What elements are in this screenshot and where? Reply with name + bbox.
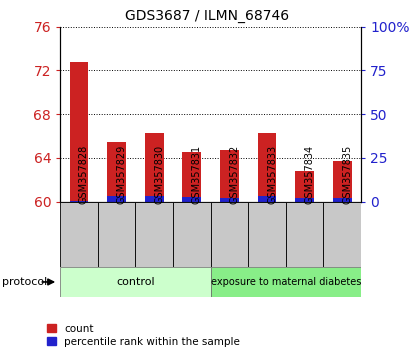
Bar [183, 153, 201, 202]
Legend: count, percentile rank within the sample: count, percentile rank within the sample [47, 324, 240, 347]
Bar [286, 202, 323, 267]
Bar [98, 202, 135, 267]
Bar [70, 201, 88, 202]
Text: GSM357833: GSM357833 [267, 145, 277, 204]
Text: GSM357834: GSM357834 [305, 145, 315, 204]
Bar [183, 198, 201, 202]
Text: GDS3687 / ILMN_68746: GDS3687 / ILMN_68746 [125, 9, 290, 23]
Bar [107, 142, 126, 202]
Text: GSM357828: GSM357828 [79, 144, 89, 204]
Text: exposure to maternal diabetes: exposure to maternal diabetes [211, 277, 361, 287]
Bar [333, 199, 352, 202]
Bar [211, 202, 248, 267]
Bar [60, 202, 98, 267]
Text: GSM357829: GSM357829 [117, 144, 127, 204]
Bar [220, 199, 239, 202]
Text: GSM357832: GSM357832 [229, 144, 239, 204]
Text: control: control [116, 277, 155, 287]
Text: GSM357835: GSM357835 [342, 144, 352, 204]
Bar [295, 199, 314, 202]
Text: GSM357830: GSM357830 [154, 145, 164, 204]
Bar [70, 62, 88, 202]
Text: protocol: protocol [2, 277, 47, 287]
Bar [258, 196, 276, 202]
Bar [145, 133, 164, 202]
Bar [107, 196, 126, 202]
Bar [333, 161, 352, 202]
Bar [211, 267, 361, 297]
Bar [145, 196, 164, 202]
Bar [248, 202, 286, 267]
Bar [220, 150, 239, 202]
Bar [323, 202, 361, 267]
Bar [295, 171, 314, 202]
Bar [173, 202, 211, 267]
Bar [135, 202, 173, 267]
Bar [60, 267, 211, 297]
Bar [258, 133, 276, 202]
Text: GSM357831: GSM357831 [192, 145, 202, 204]
